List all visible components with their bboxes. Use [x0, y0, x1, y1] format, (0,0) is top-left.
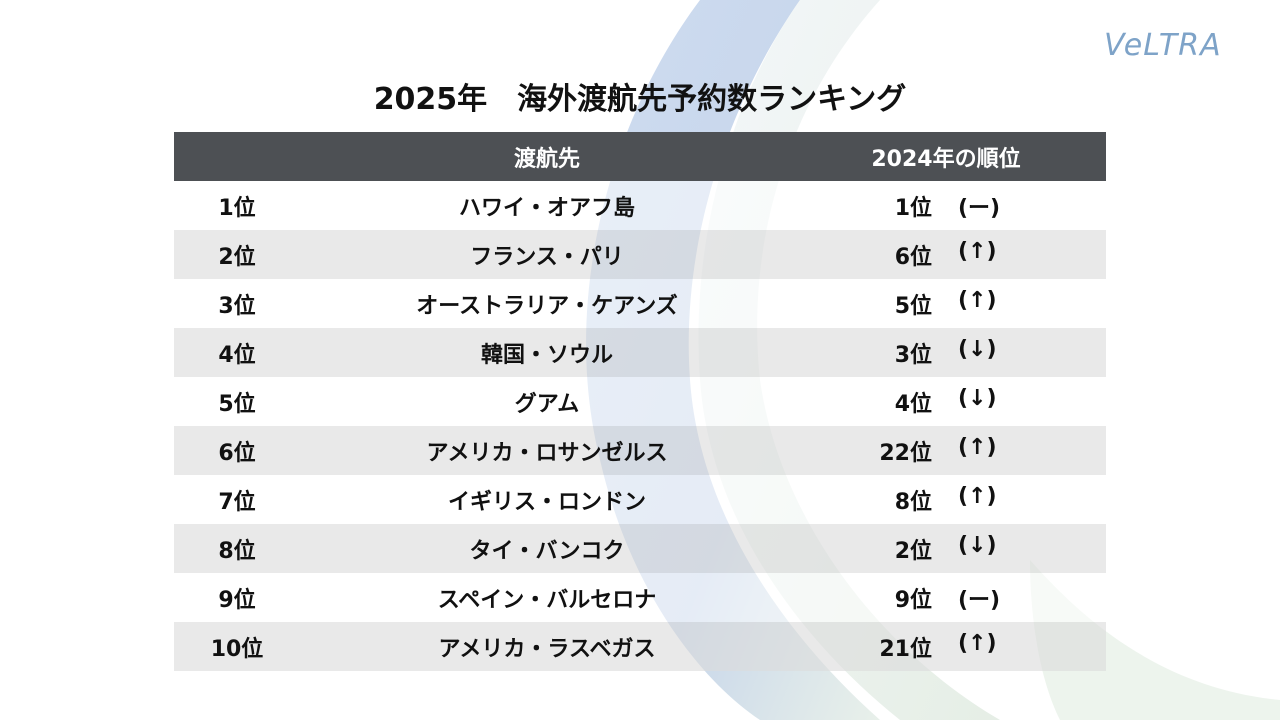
- rank-cell: 6位: [218, 440, 256, 466]
- destination-cell: ハワイ・オアフ島: [458, 195, 635, 221]
- prev-rank-cell: 22位 (↑): [794, 435, 1106, 467]
- ranking-table: 渡航先 2024年の順位 1位 ハワイ・オアフ島 1位 (ー) 2位 フランス・パリ 6位 (…: [174, 132, 1106, 671]
- prev-rank-value: 4位: [894, 391, 932, 417]
- destination-cell: 韓国・ソウル: [480, 342, 613, 368]
- table-row: 2位 フランス・パリ 6位 (↑): [174, 230, 1106, 279]
- rank-cell: 7位: [218, 489, 256, 515]
- prev-rank-value: 21位: [879, 636, 932, 662]
- prev-rank-cell: 5位 (↑): [794, 288, 1106, 320]
- table-row: 8位 タイ・バンコク 2位 (↓): [174, 524, 1106, 573]
- rank-cell: 8位: [218, 538, 256, 564]
- table-row: 6位 アメリカ・ロサンゼルス 22位 (↑): [174, 426, 1106, 475]
- prev-rank-cell: 2位 (↓): [794, 533, 1106, 565]
- destination-cell: アメリカ・ラスベガス: [438, 636, 656, 662]
- rank-cell: 9位: [218, 587, 256, 613]
- destination-cell: スペイン・バルセロナ: [437, 587, 657, 613]
- trend-arrow-icon: (↑): [958, 630, 997, 656]
- page-title: 2025年 海外渡航先予約数ランキング: [373, 82, 907, 117]
- table-row: 1位 ハワイ・オアフ島 1位 (ー): [174, 181, 1106, 230]
- prev-rank-cell: 8位 (↑): [794, 484, 1106, 516]
- header-destination: 渡航先: [513, 146, 580, 172]
- table-row: 9位 スペイン・バルセロナ 9位 (ー): [174, 573, 1106, 622]
- prev-rank-value: 1位: [894, 195, 932, 221]
- trend-arrow-icon: (ー): [958, 587, 1001, 613]
- prev-rank-cell: 9位 (ー): [794, 582, 1106, 614]
- table-row: 3位 オーストラリア・ケアンズ 5位 (↑): [174, 279, 1106, 328]
- prev-rank-cell: 3位 (↓): [794, 337, 1106, 369]
- prev-rank-cell: 6位 (↑): [794, 239, 1106, 271]
- rank-cell: 2位: [218, 244, 256, 270]
- rank-cell: 4位: [218, 342, 256, 368]
- prev-rank-value: 3位: [894, 342, 932, 368]
- rank-cell: 10位: [210, 636, 264, 662]
- rank-cell: 3位: [218, 293, 256, 319]
- prev-rank-cell: 1位 (ー): [794, 190, 1106, 222]
- table-header: 渡航先 2024年の順位: [174, 132, 1106, 181]
- trend-arrow-icon: (↓): [958, 385, 997, 411]
- table-row: 5位 グアム 4位 (↓): [174, 377, 1106, 426]
- prev-rank-value: 8位: [894, 489, 932, 515]
- prev-rank-value: 22位: [879, 440, 932, 466]
- rank-cell: 1位: [218, 195, 256, 221]
- destination-cell: オーストラリア・ケアンズ: [416, 293, 678, 319]
- destination-cell: フランス・パリ: [470, 244, 624, 270]
- trend-arrow-icon: (↑): [958, 483, 997, 509]
- destination-cell: イギリス・ロンドン: [447, 489, 646, 515]
- prev-rank-value: 9位: [894, 587, 932, 613]
- trend-arrow-icon: (↑): [958, 434, 997, 460]
- table-row: 4位 韓国・ソウル 3位 (↓): [174, 328, 1106, 377]
- destination-cell: タイ・バンコク: [469, 538, 625, 564]
- prev-rank-value: 5位: [894, 293, 932, 319]
- table-row: 7位 イギリス・ロンドン 8位 (↑): [174, 475, 1106, 524]
- header-prev-rank: 2024年の順位: [871, 146, 1021, 172]
- trend-arrow-icon: (↑): [958, 287, 997, 313]
- rank-cell: 5位: [218, 391, 256, 417]
- trend-arrow-icon: (ー): [958, 195, 1001, 221]
- destination-cell: アメリカ・ロサンゼルス: [426, 440, 668, 466]
- prev-rank-value: 6位: [894, 244, 932, 270]
- table-row: 10位 アメリカ・ラスベガス 21位 (↑): [174, 622, 1106, 671]
- prev-rank-cell: 4位 (↓): [794, 386, 1106, 418]
- trend-arrow-icon: (↑): [958, 238, 997, 264]
- veltra-logo: VeLTRA: [1104, 28, 1222, 63]
- prev-rank-value: 2位: [894, 538, 932, 564]
- destination-cell: グアム: [514, 391, 580, 417]
- prev-rank-cell: 21位 (↑): [794, 631, 1106, 663]
- trend-arrow-icon: (↓): [958, 532, 997, 558]
- trend-arrow-icon: (↓): [958, 336, 997, 362]
